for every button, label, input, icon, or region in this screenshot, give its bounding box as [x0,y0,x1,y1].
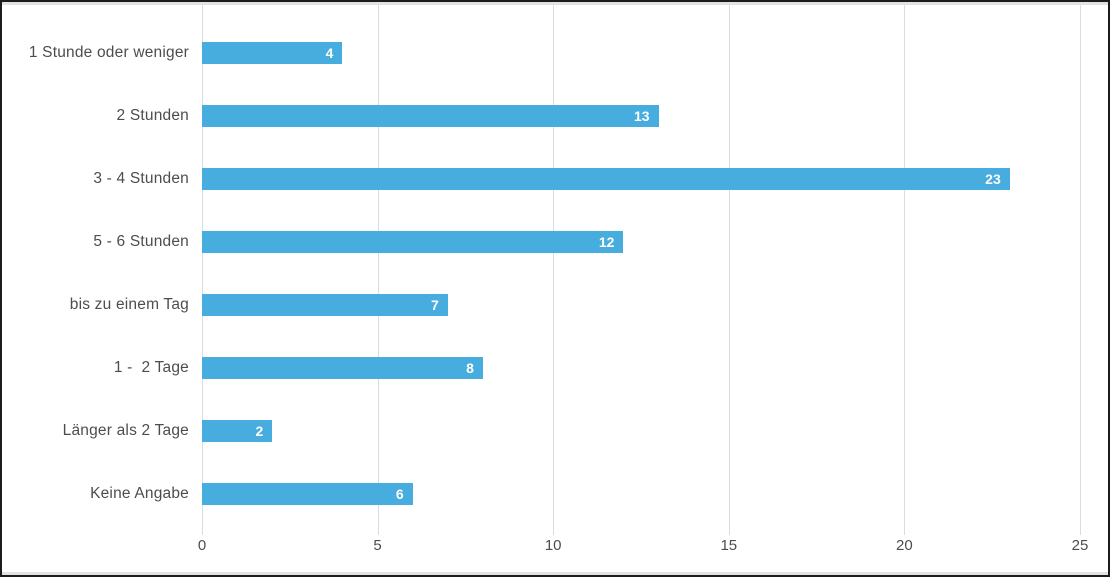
x-axis: 0 5 10 15 20 25 [198,525,1089,565]
bar-value-label: 7 [431,296,439,313]
bar: 7 [202,293,448,316]
x-axis-tick-label: 25 [1071,537,1089,554]
bar: 2 [202,419,273,442]
bar-row: Keine Angabe 6 [90,462,1080,525]
bar-track: 4 [202,41,1080,64]
bar-track: 7 [202,293,1080,316]
x-axis-tick-label: 5 [373,537,382,554]
category-label: Länger als 2 Tage [62,421,189,439]
bar: 23 [202,167,1010,190]
category-label: bis zu einem Tag [69,295,189,313]
bar-track: 8 [202,356,1080,379]
x-axis-tick-label: 10 [544,537,562,554]
category-label: 1 Stunde oder weniger [28,43,189,61]
bar: 13 [202,104,659,127]
bar-row: 1 - 2 Tage 8 [114,336,1080,399]
bar-row: 3 - 4 Stunden 23 [93,147,1080,210]
bar-value-label: 4 [325,44,334,61]
bar-value-label: 13 [633,107,650,124]
bar-track: 23 [202,167,1080,190]
bar-value-label: 23 [985,170,1001,187]
bar: 4 [202,41,343,64]
bar-track: 6 [202,482,1080,505]
bar-row: 1 Stunde oder weniger 4 [29,21,1080,84]
category-label: 3 - 4 Stunden [93,169,189,187]
bar-value-label: 8 [466,359,474,376]
category-label: Keine Angabe [90,484,189,502]
bar-value-label: 12 [598,233,615,250]
bar-row: 5 - 6 Stunden 12 [93,210,1080,273]
bar-rows: 1 Stunde oder weniger 4 2 Stunden 13 3 - 4 S… [29,5,1081,535]
x-axis-tick-label: 20 [896,537,913,554]
gridline [1080,5,1081,535]
bar-chart: 1 Stunde oder weniger 4 2 Stunden 13 3 - 4 S… [2,5,1108,565]
category-label: 5 - 6 Stunden [93,232,189,250]
category-label: 1 - 2 Tage [113,358,189,376]
bar: 6 [202,482,413,505]
bar-value-label: 2 [255,422,264,439]
category-label: 2 Stunden [116,106,189,124]
bar: 8 [202,356,483,379]
bar-row: bis zu einem Tag 7 [70,273,1080,336]
bar-value-label: 6 [395,485,404,502]
bar-row: Länger als 2 Tage 2 [63,399,1080,462]
bar-track: 12 [202,230,1080,253]
x-axis-tick-label: 0 [197,537,207,554]
bottom-edge-band [2,572,1108,575]
bar-row: 2 Stunden 13 [117,84,1080,147]
bar-track: 2 [202,419,1080,442]
bar-track: 13 [202,104,1080,127]
bar: 12 [202,230,624,253]
x-axis-tick-label: 15 [720,537,738,554]
top-edge-band [2,2,1108,5]
